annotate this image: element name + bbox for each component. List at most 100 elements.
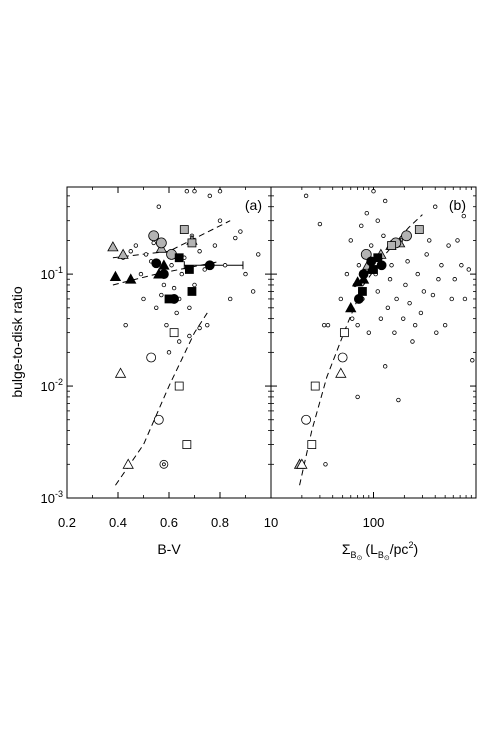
dotted-circle-point	[159, 459, 169, 469]
small-open-circle-point	[433, 204, 438, 209]
open-square-point	[182, 440, 192, 449]
black-triangle-point	[109, 270, 122, 282]
open-triangle-point	[296, 458, 308, 469]
panel-a-points	[107, 189, 261, 469]
gray-triangle-point	[107, 241, 119, 252]
panel-a-fit-lines	[112, 220, 231, 486]
panel-a-ticks: 0.2 0.4 0.6 0.8 10-3 10-2 10-1	[41, 187, 271, 530]
open-circle-point	[146, 352, 157, 363]
small-open-circle-point	[430, 292, 436, 298]
small-open-circle-point	[369, 243, 374, 248]
small-open-circle-point	[197, 249, 202, 254]
open-square-point	[339, 328, 349, 338]
small-open-circle-point	[207, 193, 212, 199]
small-open-circle-point	[217, 218, 223, 223]
small-open-circle-point	[174, 310, 179, 316]
gray-circle-point	[155, 237, 167, 249]
black-square-point	[164, 294, 174, 304]
small-open-circle-point	[452, 277, 457, 282]
panel-b-xlabel-unit-sup: 2	[408, 540, 413, 550]
gray-square-point	[387, 241, 396, 250]
small-open-circle-point	[166, 350, 172, 355]
small-open-circle-point	[442, 322, 448, 328]
small-open-circle-point	[128, 249, 133, 254]
small-open-circle-point	[371, 189, 376, 194]
small-open-circle-point	[396, 397, 401, 403]
small-open-circle-point	[455, 238, 460, 243]
small-open-circle-point	[205, 322, 210, 328]
panel-b-xlabel-unit-sub: B	[378, 550, 384, 560]
small-open-circle-point	[238, 229, 243, 234]
small-open-circle-point	[461, 213, 466, 219]
small-open-circle-point	[385, 305, 391, 311]
small-open-circle-point	[243, 271, 248, 277]
small-open-circle-point	[410, 339, 415, 344]
small-open-circle-point	[421, 289, 427, 294]
black-square-point	[174, 253, 184, 263]
black-triangle-point	[125, 273, 137, 284]
x-tick-label: 100	[363, 515, 385, 530]
small-open-circle-point	[325, 322, 331, 328]
small-open-circle-point	[356, 263, 362, 268]
small-open-circle-point	[317, 221, 323, 227]
small-open-circle-point	[338, 296, 344, 302]
small-open-circle-point	[359, 223, 364, 229]
x-tick-label: 0.6	[160, 515, 178, 530]
panel-b-label: (b)	[449, 197, 466, 213]
small-open-circle-point	[470, 358, 475, 363]
small-open-circle-point	[387, 277, 393, 282]
small-open-circle-point	[321, 322, 327, 328]
open-circle-point	[153, 414, 164, 425]
open-triangle-point	[335, 367, 347, 378]
small-open-circle-point	[394, 296, 399, 302]
panel-b-xlabel-close: )	[413, 541, 418, 557]
small-open-circle-point	[212, 243, 218, 248]
small-open-circle-point	[151, 240, 156, 246]
gray-square-point	[414, 225, 424, 234]
small-open-circle-point	[462, 296, 468, 302]
small-open-circle-point	[187, 305, 192, 311]
small-open-circle-point	[154, 305, 159, 311]
panel-b: 10 100 (b) ΣB⊙(LB⊙/pc2)	[264, 186, 477, 562]
fit-line	[112, 220, 231, 259]
panel-b-points	[293, 189, 475, 469]
gray-circle-point	[401, 230, 412, 242]
black-circle-point	[151, 258, 162, 269]
small-open-circle-point	[436, 277, 441, 282]
panel-b-frame	[270, 186, 477, 499]
small-open-circle-point	[364, 211, 369, 216]
panel-a-ylabel: bulge-to-disk ratio	[9, 286, 25, 397]
open-square-point	[174, 381, 184, 391]
small-open-circle-point	[123, 322, 128, 328]
black-square-point	[358, 287, 367, 296]
open-square-point	[169, 328, 179, 338]
small-open-circle-point	[192, 282, 197, 288]
small-open-circle-point	[156, 204, 161, 209]
small-open-circle-point	[179, 271, 184, 277]
small-open-circle-point	[381, 233, 386, 238]
small-open-circle-point	[227, 296, 233, 302]
small-open-circle-point	[138, 271, 144, 277]
panel-a: 0.2 0.4 0.6 0.8 10-3 10-2 10-1 (a) B-V bulge-t…	[9, 186, 272, 557]
panel-b-fit-lines	[299, 214, 423, 486]
small-open-circle-point	[407, 300, 412, 306]
gray-square-point	[179, 225, 189, 234]
small-open-circle-point	[344, 271, 350, 277]
small-open-circle-point	[446, 243, 451, 248]
small-open-circle-point	[434, 330, 439, 335]
small-open-circle-point	[164, 322, 169, 328]
small-open-circle-point	[222, 263, 228, 268]
small-open-circle-point	[382, 198, 388, 204]
gray-triangle-point	[117, 248, 129, 259]
y-tick-label: 10-1	[41, 265, 63, 282]
small-open-circle-point	[197, 325, 202, 331]
small-open-circle-point	[375, 218, 380, 223]
gray-circle-point	[148, 230, 160, 242]
black-triangle-point	[345, 301, 357, 313]
small-open-circle-point	[401, 316, 406, 321]
small-open-circle-point	[418, 310, 424, 316]
small-open-circle-point	[256, 252, 261, 257]
small-open-circle-point	[169, 263, 174, 268]
small-open-circle-point	[348, 238, 353, 243]
black-square-point	[369, 265, 378, 274]
